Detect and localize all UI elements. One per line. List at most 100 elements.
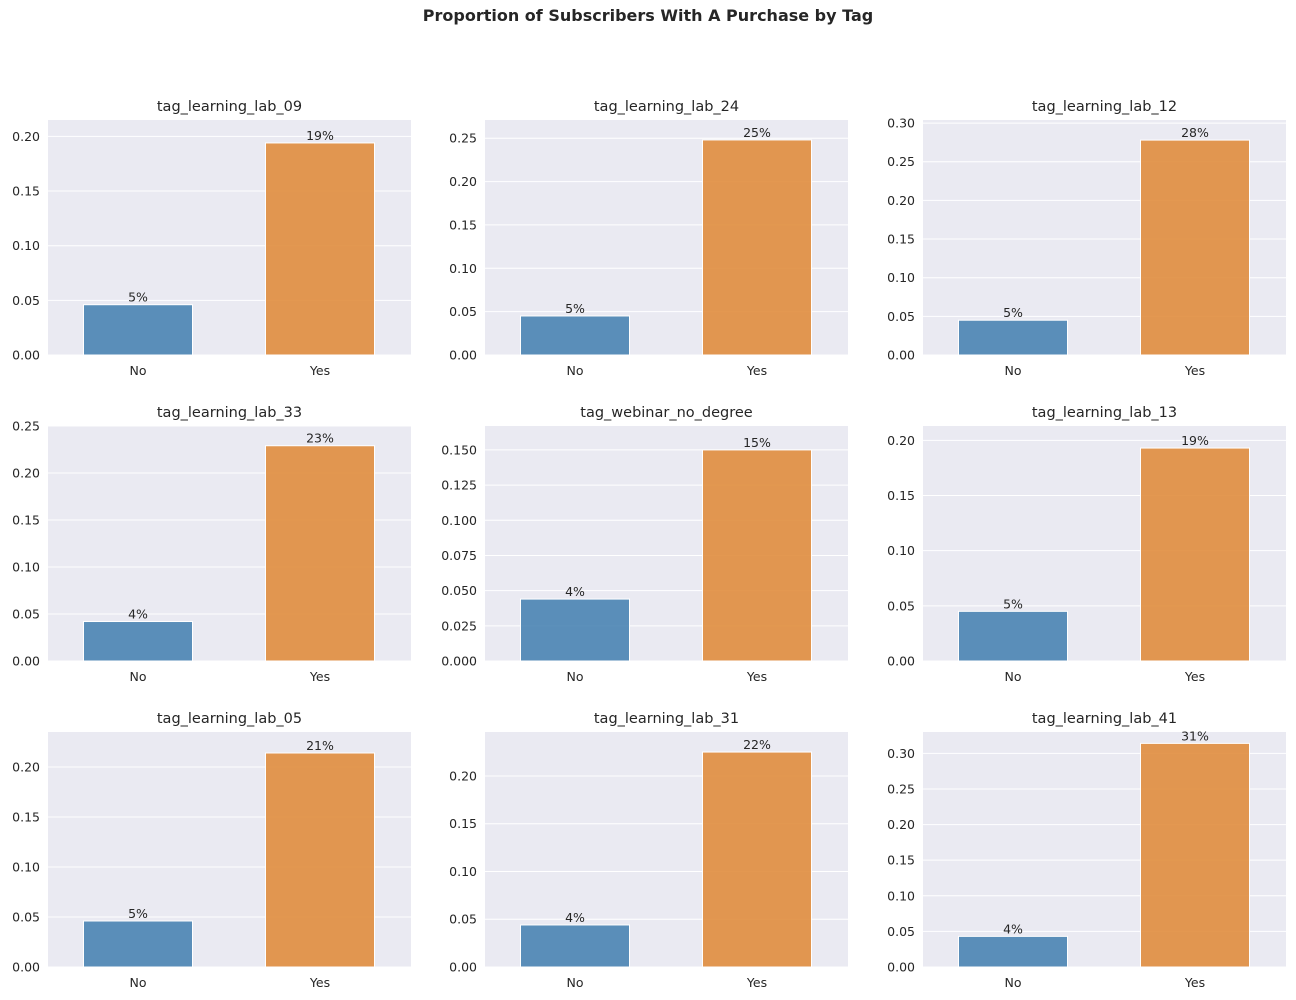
bar-no xyxy=(520,598,630,662)
data-label: 4% xyxy=(565,910,585,925)
y-tick-label: 0.10 xyxy=(12,560,40,575)
x-tick-label: Yes xyxy=(309,669,330,684)
subplot-3: 0.00 0.05 0.10 0.15 0.20 0.25 0.30 No 5% Yes 28% ta… xyxy=(887,99,1286,378)
y-tick-label: 0.05 xyxy=(449,304,477,319)
x-tick-label: No xyxy=(1005,669,1022,684)
y-tick-label: 0.25 xyxy=(449,131,477,146)
data-label: 15% xyxy=(743,435,771,450)
y-tick-label: 0.05 xyxy=(12,293,40,308)
x-tick-label: Yes xyxy=(309,363,330,378)
subplot-title: tag_learning_lab_09 xyxy=(157,99,302,115)
subplot-title: tag_webinar_no_degree xyxy=(580,405,753,421)
bar-no xyxy=(958,610,1068,662)
bar-no xyxy=(83,920,193,968)
bar-yes xyxy=(265,142,375,356)
y-tick-label: 0.05 xyxy=(887,598,915,613)
y-tick-label: 0.30 xyxy=(887,746,915,761)
subplot-6: 0.00 0.05 0.10 0.15 0.20 No 5% Yes 19% tag_learni… xyxy=(887,405,1286,684)
subplot-title: tag_learning_lab_41 xyxy=(1032,711,1177,727)
y-tick-label: 0.075 xyxy=(441,548,477,563)
data-label: 19% xyxy=(306,128,334,143)
subplot-title: tag_learning_lab_24 xyxy=(594,99,739,115)
x-tick-label: Yes xyxy=(746,975,767,990)
x-tick-label: Yes xyxy=(1184,363,1205,378)
y-tick-label: 0.05 xyxy=(887,309,915,324)
data-label: 5% xyxy=(128,290,148,305)
bar-yes xyxy=(702,449,812,662)
y-tick-label: 0.00 xyxy=(887,960,915,975)
subplot-title: tag_learning_lab_31 xyxy=(594,711,739,727)
subplot-9: 0.00 0.05 0.10 0.15 0.20 0.25 0.30 No 4% Yes 31% ta… xyxy=(887,711,1286,990)
data-label: 4% xyxy=(128,607,148,622)
x-tick-label: No xyxy=(130,975,147,990)
x-tick-label: No xyxy=(130,669,147,684)
bar-no xyxy=(958,319,1068,356)
y-tick-label: 0.025 xyxy=(441,618,477,633)
y-tick-label: 0.100 xyxy=(441,513,477,528)
y-tick-label: 0.10 xyxy=(887,543,915,558)
y-tick-label: 0.00 xyxy=(12,348,40,363)
y-tick-label: 0.00 xyxy=(887,348,915,363)
y-tick-label: 0.00 xyxy=(12,960,40,975)
data-label: 23% xyxy=(306,431,334,446)
data-label: 21% xyxy=(306,738,334,753)
y-tick-label: 0.125 xyxy=(441,478,477,493)
y-tick-label: 0.00 xyxy=(449,348,477,363)
y-tick-label: 0.15 xyxy=(12,513,40,528)
y-tick-label: 0.10 xyxy=(449,261,477,276)
bar-no xyxy=(520,924,630,968)
y-tick-label: 0.20 xyxy=(12,466,40,481)
y-tick-label: 0.05 xyxy=(12,910,40,925)
subplot-4: 0.00 0.05 0.10 0.15 0.20 0.25 No 4% Yes 23% tag_le… xyxy=(12,405,411,684)
x-tick-label: Yes xyxy=(746,363,767,378)
data-label: 25% xyxy=(743,125,771,140)
subplot-8: 0.00 0.05 0.10 0.15 0.20 No 4% Yes 22% tag_learni… xyxy=(449,711,848,990)
y-tick-label: 0.25 xyxy=(887,781,915,796)
y-tick-label: 0.15 xyxy=(449,217,477,232)
y-tick-label: 0.050 xyxy=(441,583,477,598)
bar-yes xyxy=(702,139,812,356)
y-tick-label: 0.10 xyxy=(12,238,40,253)
bar-no xyxy=(958,935,1068,968)
data-label: 31% xyxy=(1181,728,1209,743)
bar-yes xyxy=(702,751,812,968)
y-tick-label: 0.30 xyxy=(887,116,915,131)
y-tick-label: 0.00 xyxy=(887,654,915,669)
subplot-title: tag_learning_lab_12 xyxy=(1032,99,1177,115)
x-tick-label: Yes xyxy=(309,975,330,990)
subplot-2: 0.00 0.05 0.10 0.15 0.20 0.25 No 5% Yes 25% tag_le… xyxy=(449,99,848,378)
x-tick-label: No xyxy=(567,363,584,378)
y-tick-label: 0.05 xyxy=(12,607,40,622)
bar-no xyxy=(83,621,193,662)
subplot-title: tag_learning_lab_13 xyxy=(1032,405,1177,421)
y-tick-label: 0.20 xyxy=(887,433,915,448)
y-tick-label: 0.25 xyxy=(887,154,915,169)
y-tick-label: 0.20 xyxy=(12,760,40,775)
bar-no xyxy=(520,315,630,356)
subplot-title: tag_learning_lab_05 xyxy=(157,711,302,727)
x-tick-label: No xyxy=(130,363,147,378)
bar-yes xyxy=(265,445,375,662)
y-tick-label: 0.000 xyxy=(441,654,477,669)
y-tick-label: 0.25 xyxy=(12,419,40,434)
x-tick-label: Yes xyxy=(1184,669,1205,684)
subplot-7: 0.00 0.05 0.10 0.15 0.20 No 5% Yes 21% tag_learni… xyxy=(12,711,411,990)
bar-yes xyxy=(265,752,375,968)
y-tick-label: 0.20 xyxy=(12,129,40,144)
y-tick-label: 0.10 xyxy=(887,888,915,903)
y-tick-label: 0.15 xyxy=(449,816,477,831)
y-tick-label: 0.05 xyxy=(449,912,477,927)
y-tick-label: 0.10 xyxy=(449,864,477,879)
data-label: 5% xyxy=(1003,596,1023,611)
y-tick-label: 0.20 xyxy=(449,174,477,189)
data-label: 4% xyxy=(565,584,585,599)
x-tick-label: Yes xyxy=(746,669,767,684)
x-tick-label: No xyxy=(567,669,584,684)
bar-no xyxy=(83,304,193,356)
x-tick-label: Yes xyxy=(1184,975,1205,990)
y-tick-label: 0.00 xyxy=(12,654,40,669)
subplot-5: 0.000 0.025 0.050 0.075 0.100 0.125 0.150 No 4% Y… xyxy=(441,405,848,684)
y-tick-label: 0.15 xyxy=(887,853,915,868)
